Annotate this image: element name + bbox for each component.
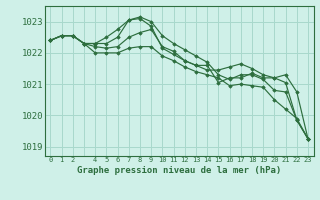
- X-axis label: Graphe pression niveau de la mer (hPa): Graphe pression niveau de la mer (hPa): [77, 166, 281, 175]
